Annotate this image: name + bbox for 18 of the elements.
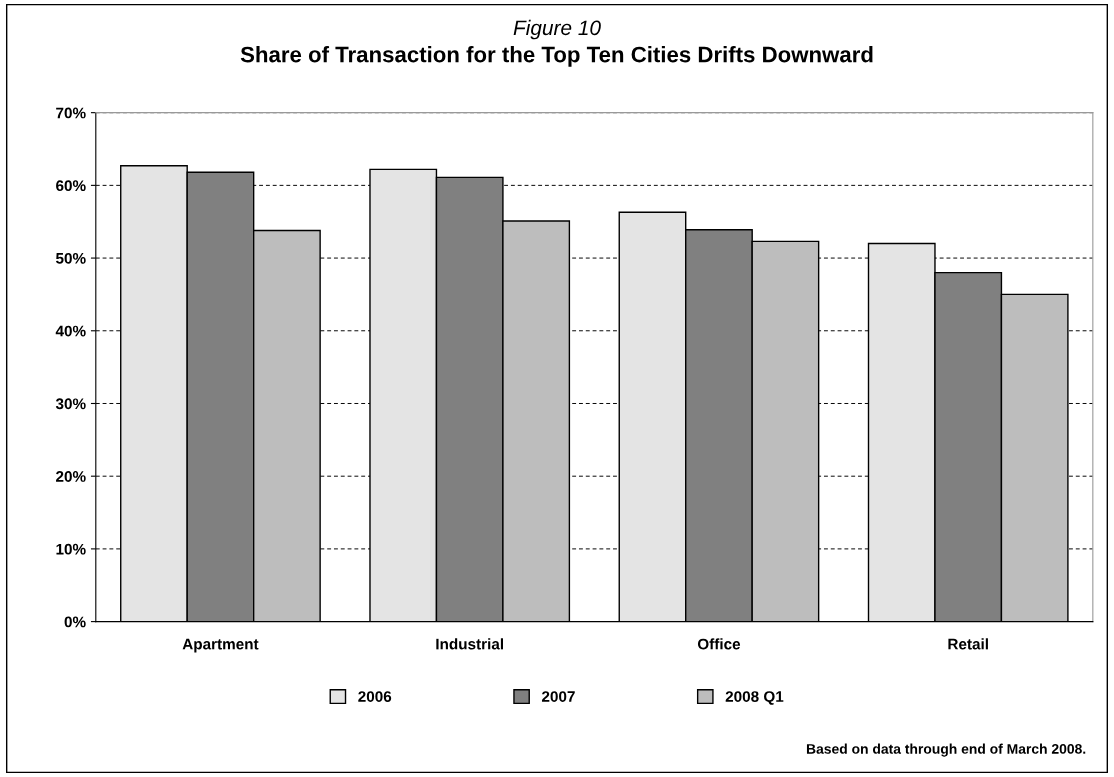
text: Based on data through end of March 2008.	[806, 743, 1086, 757]
x-tick-label: Industrial	[436, 638, 503, 650]
x-tick-label: Retail	[948, 638, 988, 650]
chart-title: Figure 10	[513, 19, 601, 40]
legend-label: 2008 Q1	[725, 691, 784, 705]
x-tick-label: Office	[697, 638, 741, 650]
legend-label: 2006	[358, 691, 392, 702]
y-tick-label: 40%	[55, 325, 86, 337]
y-tick-label: 30%	[55, 398, 86, 410]
y-tick-label: 20%	[56, 471, 86, 482]
chart-subtitle: Share of Transaction for the Top Ten Cities Drifts Downward	[240, 46, 873, 67]
x-tick-label: Apartment	[182, 638, 259, 653]
y-tick-label: 0%	[64, 616, 86, 628]
legend-label: 2007	[541, 691, 575, 702]
y-tick-label: 50%	[55, 252, 86, 264]
y-tick-label: 10%	[56, 543, 86, 555]
y-tick-label: 60%	[56, 180, 86, 192]
y-tick-label: 70%	[56, 107, 86, 119]
